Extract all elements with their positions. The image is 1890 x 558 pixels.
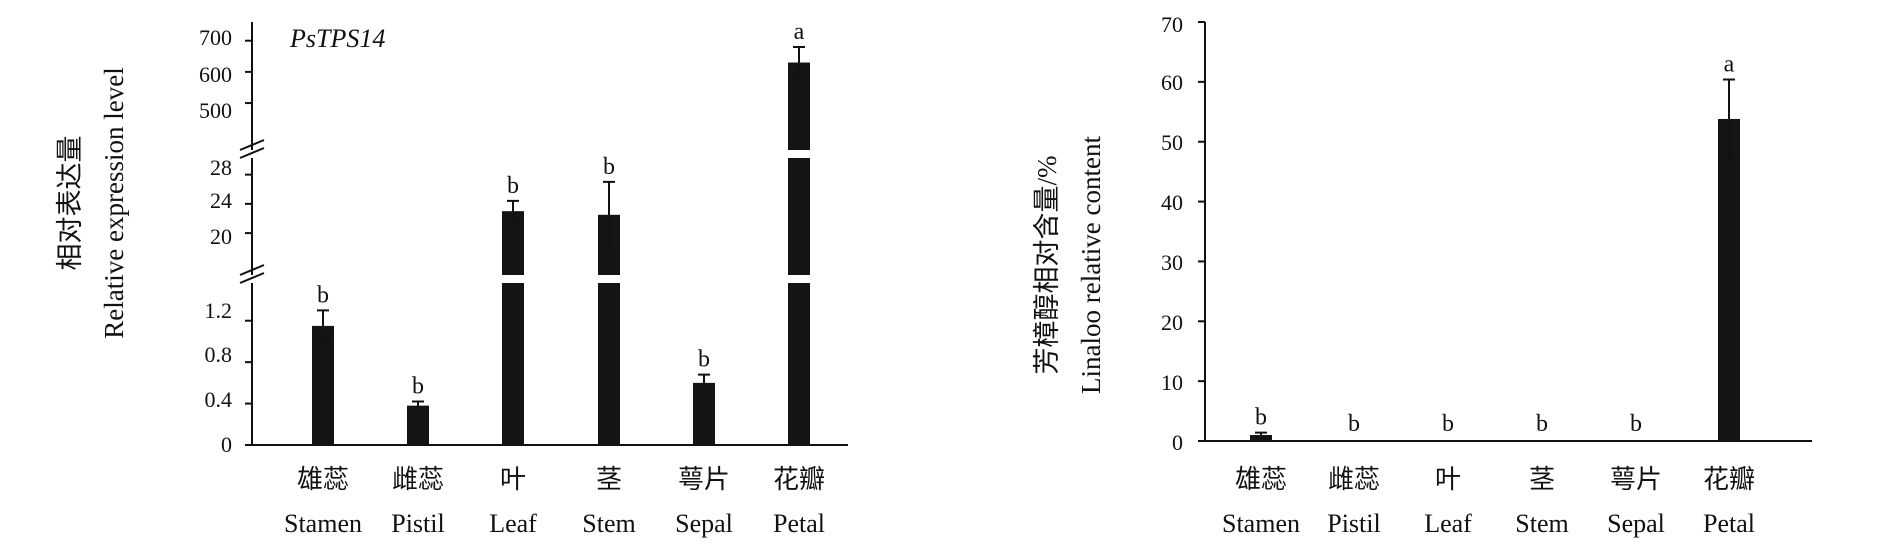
chart2-cat-en: Petal [1703, 509, 1755, 538]
chart2-significance-label: b [1255, 405, 1267, 431]
chart1-cat-cn: 茎 [596, 465, 622, 494]
chart1-ytick: 700 [199, 25, 232, 50]
chart2-cat-cn: 花瓣 [1703, 465, 1755, 494]
chart2-bars: b b b b b a [1250, 51, 1740, 442]
chart-linalool: 芳樟醇相对含量/% Linaloo relative content 70 60… [1032, 12, 1812, 538]
chart1-axis-break-lower [239, 264, 265, 284]
chart1-ytick: 1.2 [205, 298, 233, 323]
chart1-cat-en: Pistil [391, 509, 444, 538]
chart2-significance-label: a [1724, 51, 1735, 77]
chart2-cat-cn: 萼片 [1610, 465, 1662, 494]
chart1-category-labels: 雄蕊 Stamen 雌蕊 Pistil 叶 Leaf 茎 Stem 萼片 Sep… [284, 465, 825, 538]
chart1-error-bar [698, 373, 710, 393]
chart1-ylabel-cn: 相对表达量 [55, 136, 85, 271]
chart1-ytick: 500 [199, 98, 232, 123]
chart2-ytick: 40 [1161, 190, 1183, 215]
chart1-bar-break-gap [787, 275, 811, 283]
chart2-error-bar [1255, 431, 1267, 439]
chart1-cat-en: Leaf [489, 509, 537, 538]
chart1-bar [788, 62, 810, 445]
chart1-ylabel: 相对表达量 Relative expression level [55, 67, 129, 338]
chart2-ylabel: 芳樟醇相对含量/% Linaloo relative content [1032, 136, 1106, 394]
chart2-cat-cn: 茎 [1529, 465, 1555, 494]
chart1-cat-en: Sepal [675, 509, 733, 538]
chart1-bar [407, 405, 429, 445]
chart1-error-bar [317, 309, 329, 343]
chart2-ylabel-cn: 芳樟醇相对含量/% [1032, 156, 1062, 375]
chart1-bars: b b b b b a [312, 19, 811, 445]
chart-expression: PsTPS14 相对表达量 Relative expression level … [55, 19, 848, 538]
chart1-ytick: 600 [199, 62, 232, 87]
chart1-significance-label: b [412, 374, 424, 400]
chart2-error-bar [1723, 78, 1735, 160]
chart2-ytick: 0 [1172, 430, 1183, 455]
chart1-bar [312, 325, 334, 445]
chart2-cat-cn: 雌蕊 [1328, 465, 1380, 494]
chart1-bar-break-gap [597, 275, 621, 283]
chart1-bar [693, 382, 715, 445]
chart1-cat-cn: 萼片 [678, 465, 730, 494]
chart1-ytick: 0.8 [205, 342, 233, 367]
chart1-significance-label: b [507, 173, 519, 199]
chart2-cat-en: Stamen [1222, 509, 1300, 538]
chart2-ytick: 20 [1161, 310, 1183, 335]
chart2-ytick: 50 [1161, 130, 1183, 155]
chart1-error-bar [793, 45, 805, 80]
chart1-ytick: 0 [221, 432, 232, 457]
chart2-cat-en: Sepal [1607, 509, 1665, 538]
chart2-cat-en: Stem [1515, 509, 1568, 538]
chart1-ylabel-en: Relative expression level [99, 67, 129, 338]
chart2-significance-label: b [1442, 411, 1454, 437]
chart1-bar-break-gap [787, 150, 811, 158]
chart1-cat-cn: 叶 [500, 465, 526, 494]
chart1-ytick: 24 [210, 188, 232, 213]
chart1-ytick: 0.4 [205, 387, 233, 412]
chart2-cat-en: Leaf [1424, 509, 1472, 538]
chart2-significance-label: b [1630, 411, 1642, 437]
chart2-significance-label: b [1348, 411, 1360, 437]
chart1-cat-en: Petal [773, 509, 825, 538]
chart2-cat-en: Pistil [1327, 509, 1380, 538]
chart1-bar [598, 214, 620, 445]
chart1-significance-label: a [794, 19, 805, 45]
chart2-ytick: 30 [1161, 250, 1183, 275]
chart1-cat-en: Stamen [284, 509, 362, 538]
chart1-significance-label: b [317, 282, 329, 308]
chart2-tick-marks [1198, 21, 1205, 442]
chart1-error-bar [603, 180, 615, 249]
chart2-significance-label: b [1536, 411, 1548, 437]
chart2-ytick: 60 [1161, 70, 1183, 95]
chart1-cat-cn: 雄蕊 [297, 465, 349, 494]
chart2-ylabel-en: Linaloo relative content [1076, 136, 1106, 394]
chart1-ytick: 20 [210, 224, 232, 249]
chart2-bar [1718, 118, 1740, 442]
chart1-tick-marks [245, 39, 252, 446]
chart1-cat-cn: 雌蕊 [392, 465, 444, 494]
chart2-ytick: 70 [1161, 12, 1183, 37]
chart1-bar [502, 211, 524, 445]
chart1-error-bar [507, 199, 519, 223]
chart1-bar-break-gap [501, 275, 525, 283]
chart2-cat-cn: 雄蕊 [1235, 465, 1287, 494]
chart2-ytick-labels: 70 60 50 40 30 20 10 0 [1161, 12, 1183, 455]
chart2-category-labels: 雄蕊 Stamen 雌蕊 Pistil 叶 Leaf 茎 Stem 萼片 Sep… [1222, 465, 1755, 538]
chart2-ytick: 10 [1161, 370, 1183, 395]
chart1-significance-label: b [698, 347, 710, 373]
chart1-significance-label: b [603, 154, 615, 180]
chart1-ytick-labels: 700 600 500 28 24 20 1.2 0.8 0.4 0 [199, 25, 232, 457]
chart1-cat-cn: 花瓣 [773, 465, 825, 494]
chart1-cat-en: Stem [582, 509, 635, 538]
chart1-title: PsTPS14 [289, 24, 385, 53]
chart1-axis-break-upper [239, 139, 265, 159]
chart1-ytick: 28 [210, 155, 232, 180]
chart1-error-bar [412, 400, 424, 411]
chart2-cat-cn: 叶 [1435, 465, 1461, 494]
